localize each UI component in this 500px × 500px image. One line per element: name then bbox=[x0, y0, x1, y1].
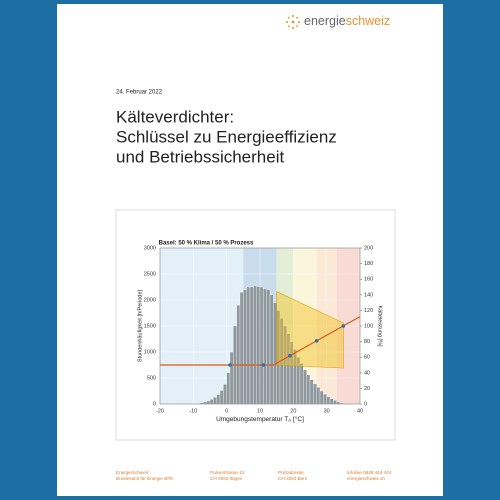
y2-tick-label: 140 bbox=[364, 292, 373, 298]
y2-tick-label: 160 bbox=[364, 277, 373, 283]
marker bbox=[261, 363, 266, 367]
logo-icon bbox=[286, 15, 300, 29]
operating-area bbox=[276, 291, 344, 369]
histogram-bar bbox=[313, 383, 317, 405]
histogram-bar bbox=[243, 289, 247, 405]
y-axis-label: Stundenhäufigkeit [h/Periode] bbox=[137, 289, 143, 362]
histogram-bar bbox=[273, 302, 277, 405]
footer-text: Infoline 0848 444 444 bbox=[347, 470, 392, 475]
histogram-bar bbox=[319, 390, 324, 405]
x-tick-label: 30 bbox=[324, 408, 330, 414]
x-tick-label: -20 bbox=[156, 408, 164, 414]
histogram-bar bbox=[219, 390, 224, 405]
histogram-bar bbox=[299, 363, 304, 405]
capacity-line bbox=[160, 316, 361, 366]
histogram-bar bbox=[206, 400, 211, 405]
histogram-bar bbox=[336, 401, 341, 405]
y2-tick-label: 0 bbox=[364, 401, 367, 407]
chart-title: Basel: 50 % Klima / 50 % Prozess bbox=[159, 241, 254, 247]
y2-tick-label: 80 bbox=[364, 339, 370, 345]
histogram-bar bbox=[323, 393, 327, 405]
histogram-bar bbox=[333, 400, 337, 405]
histogram-bar bbox=[226, 372, 231, 405]
y2-tick-label: 20 bbox=[364, 386, 370, 392]
marker bbox=[314, 339, 319, 343]
x-label-part: Umgebungstemperatur T bbox=[216, 416, 288, 423]
x-tick-label: 0 bbox=[225, 408, 228, 414]
marker bbox=[288, 353, 292, 358]
histogram-bar bbox=[213, 397, 217, 405]
footer-text: Pulverstrasse 13 bbox=[210, 470, 245, 475]
date: 24. Februar 2022 bbox=[116, 90, 163, 96]
footer-text: CH-3003 Bern bbox=[278, 476, 308, 481]
histogram-bar bbox=[259, 286, 264, 405]
x-label-part: [°C] bbox=[291, 415, 304, 423]
histogram-bar bbox=[309, 379, 314, 405]
histogram-bar bbox=[246, 286, 251, 405]
histogram-bar bbox=[249, 286, 254, 405]
y-tick-label: 0 bbox=[153, 401, 156, 407]
histogram-bar bbox=[239, 292, 244, 405]
x-axis-label: Umgebungstemperatur TA [°C] bbox=[216, 415, 304, 423]
histogram-bar bbox=[216, 394, 221, 405]
y2-axis-label: Kälteleistung [%] bbox=[377, 306, 383, 347]
footer-text: CH-3063 Ittigen bbox=[210, 476, 243, 481]
y2-tick-label: 200 bbox=[364, 245, 373, 251]
chart: 0500100015002000250030000204060801001201… bbox=[144, 245, 373, 414]
y2-tick-label: 120 bbox=[364, 308, 373, 314]
x-tick-label: 20 bbox=[290, 408, 296, 414]
footer-text: energieschweiz.ch bbox=[347, 476, 385, 481]
marker bbox=[341, 324, 346, 328]
y-tick-label: 3000 bbox=[144, 245, 156, 251]
footer-text: Postadresse bbox=[278, 470, 304, 475]
histogram-bar bbox=[306, 374, 311, 405]
logo: energieschweiz bbox=[304, 14, 390, 28]
y-tick-label: 2500 bbox=[144, 271, 156, 277]
histogram-bar bbox=[266, 289, 271, 405]
histogram-bar bbox=[209, 399, 214, 405]
x-tick-label: -10 bbox=[189, 408, 197, 414]
histogram-bar bbox=[253, 285, 257, 405]
x-label-sub: A bbox=[288, 418, 291, 423]
histogram-bar bbox=[329, 398, 334, 405]
y2-tick-label: 180 bbox=[364, 261, 373, 267]
y-tick-label: 2000 bbox=[144, 297, 156, 303]
y-tick-label: 1500 bbox=[144, 323, 156, 329]
plot-frame bbox=[159, 247, 361, 405]
histogram-bar bbox=[303, 369, 307, 405]
logo-a: energie bbox=[304, 14, 346, 28]
x-tick-label: 10 bbox=[257, 408, 263, 414]
footer-text: EnergieSchweiz bbox=[116, 470, 150, 475]
histogram-bar bbox=[229, 351, 234, 405]
histogram-bar bbox=[236, 305, 241, 405]
histogram-bar bbox=[256, 286, 261, 405]
x-tick-label: 40 bbox=[357, 408, 363, 414]
histogram-bar bbox=[316, 387, 321, 405]
y2-tick-label: 100 bbox=[364, 323, 373, 329]
y2-tick-label: 60 bbox=[364, 355, 370, 361]
logo-b: schweiz bbox=[346, 14, 390, 28]
histogram-bar bbox=[326, 396, 331, 405]
y-tick-label: 1000 bbox=[144, 349, 156, 355]
histogram-bar bbox=[263, 288, 267, 405]
y2-tick-label: 40 bbox=[364, 370, 370, 376]
histogram-bar bbox=[223, 384, 227, 405]
histogram-bar bbox=[269, 294, 274, 405]
title-line: Kälteverdichter: bbox=[116, 107, 234, 126]
y-tick-label: 500 bbox=[147, 375, 156, 381]
title-line: und Betriebssicherheit bbox=[116, 147, 284, 166]
footer-text: Bundesamt für Energie BFE bbox=[116, 476, 173, 481]
marker bbox=[228, 363, 232, 367]
histogram-bar bbox=[203, 401, 207, 405]
title-line: Schlüssel zu Energieeffizienz bbox=[116, 127, 337, 146]
